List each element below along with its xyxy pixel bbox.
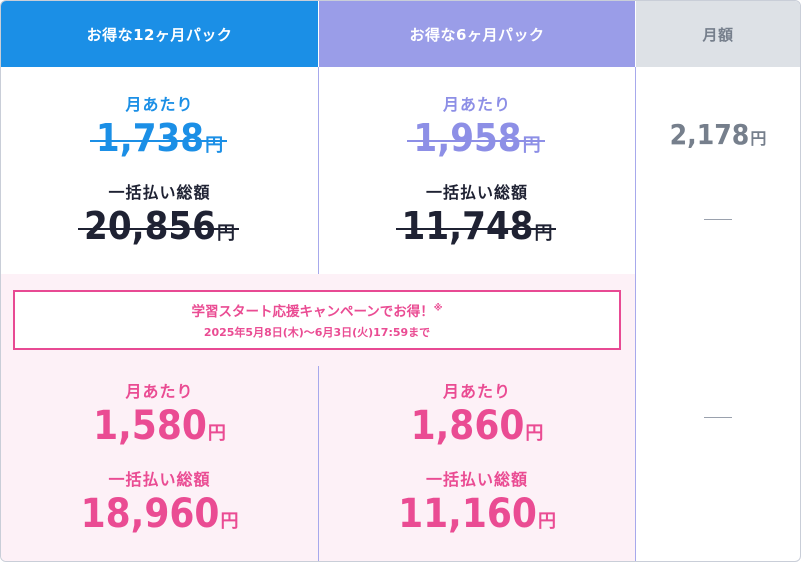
campaign-total-price: 11,160円 — [398, 491, 556, 537]
total-label: 一括払い総額 — [108, 183, 211, 202]
regular-per-month-price: 1,738円 — [89, 116, 228, 160]
per-month-label: 月あたり — [125, 95, 194, 114]
header-12-month-pack: お得な12ヶ月パック — [1, 1, 318, 67]
total-label: 一括払い総額 — [425, 470, 528, 489]
per-month-label: 月あたり — [442, 382, 511, 401]
campaign-per-month-price: 1,860円 — [410, 403, 544, 449]
column-divider — [318, 67, 319, 274]
campaign-per-month-price: 1,580円 — [93, 403, 226, 449]
regular-price-6-month: 月あたり 1,958円 一括払い総額 11,748円 — [319, 67, 635, 274]
header-6-month-pack: お得な6ヶ月パック — [319, 1, 635, 67]
header-monthly: 月額 — [636, 1, 800, 67]
monthly-price: 2,178円 — [669, 118, 767, 151]
campaign-banner: 学習スタート応援キャンペーンでお得！※ 2025年5月8日(木)〜6月3日(火)… — [13, 290, 621, 350]
campaign-price-12-month: 月あたり 1,580円 一括払い総額 18,960円 — [1, 366, 318, 561]
campaign-total-price: 18,960円 — [80, 491, 239, 537]
per-month-label: 月あたり — [125, 382, 194, 401]
total-label: 一括払い総額 — [108, 470, 211, 489]
regular-total-price: 20,856円 — [78, 204, 239, 248]
column-divider — [635, 67, 636, 561]
per-month-label: 月あたり — [442, 95, 511, 114]
campaign-price-6-month: 月あたり 1,860円 一括払い総額 11,160円 — [319, 366, 635, 561]
regular-total-price: 11,748円 — [395, 204, 557, 248]
campaign-period: 2025年5月8日(木)〜6月3日(火)17:59まで — [203, 326, 431, 339]
monthly-campaign-empty-dash — [704, 417, 732, 418]
total-label: 一括払い総額 — [425, 183, 528, 202]
monthly-total-empty-dash — [704, 219, 732, 220]
regular-price-12-month: 月あたり 1,738円 一括払い総額 20,856円 — [1, 67, 318, 274]
column-divider — [318, 366, 319, 561]
regular-per-month-price: 1,958円 — [407, 116, 545, 160]
campaign-title: 学習スタート応援キャンペーンでお得！※ — [191, 303, 443, 321]
